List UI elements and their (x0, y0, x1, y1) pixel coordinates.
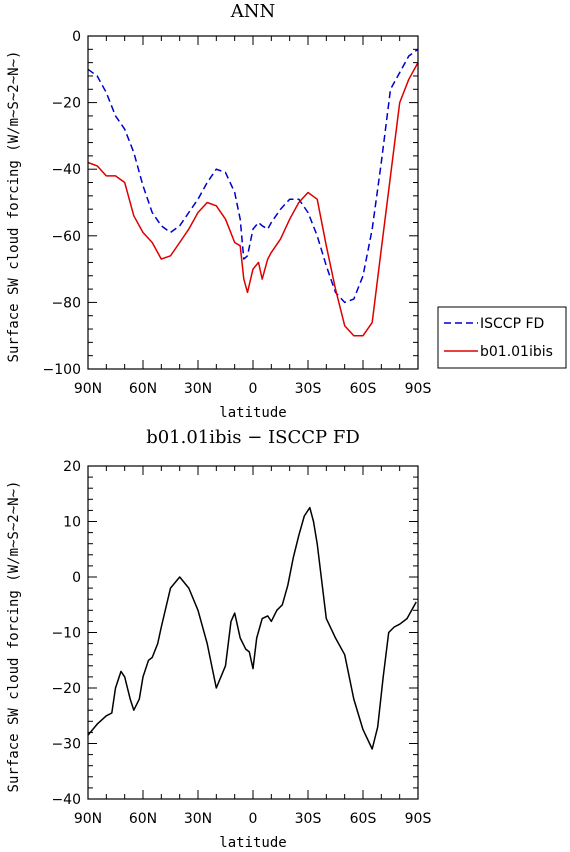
axes-ticks (87, 465, 419, 800)
y-axis-label: Surface SW cloud forcing (W/m~S~2~N~) (6, 51, 22, 363)
x-tick-label: 30N (184, 381, 212, 397)
series-line (87, 48, 419, 304)
y-tick-label: −30 (51, 737, 81, 753)
y-tick-label: 10 (63, 515, 81, 531)
y-tick-label: −20 (51, 96, 81, 112)
y-tick-labels: 20 10 0 −10 −20 −30 −40 (51, 459, 81, 808)
y-tick-label: 0 (72, 29, 81, 45)
chart-title: b01.01ibis − ISCCP FD (146, 427, 360, 448)
panel-difference: b01.01ibis − ISCCP FD 20100−10−20−30−40 … (6, 427, 431, 851)
series-group (87, 48, 419, 337)
x-tick-labels: 90N 60N 30N 0 30S 60S 90S (74, 381, 432, 397)
y-tick-label: −40 (51, 162, 81, 178)
y-axis-label: Surface SW cloud forcing (W/m~S~2~N~) (6, 481, 22, 793)
legend-box (437, 306, 567, 369)
x-tick-label: 30N (184, 811, 212, 827)
series-line (87, 506, 417, 750)
x-tick-label: 30S (295, 381, 322, 397)
chart-title: ANN (230, 1, 276, 22)
x-tick-label: 90N (74, 811, 102, 827)
series-group (87, 506, 417, 750)
y-tick-label: −10 (51, 626, 81, 642)
legend: ISCCP FD b01.01ibis (437, 306, 567, 369)
x-tick-label: 0 (249, 811, 258, 827)
x-tick-label: 60S (350, 811, 377, 827)
panel-annual: ANN 0−20−40−60−80−100 90N 60N 30N 0 30S 60S 90… (6, 1, 567, 421)
x-tick-label: 0 (249, 381, 258, 397)
legend-label: ISCCP FD (480, 316, 544, 332)
y-tick-label: 0 (72, 570, 81, 586)
y-tick-label: −40 (51, 792, 81, 808)
x-tick-label: 90S (405, 381, 432, 397)
x-tick-labels: 90N 60N 30N 0 30S 60S 90S (74, 811, 432, 827)
axes-ticks (87, 35, 419, 370)
y-tick-label: −20 (51, 681, 81, 697)
legend-label: b01.01ibis (480, 344, 553, 360)
y-tick-label: −80 (51, 295, 81, 311)
x-tick-label: 60S (350, 381, 377, 397)
x-axis-label: latitude (219, 835, 286, 851)
x-tick-label: 60N (129, 381, 157, 397)
x-tick-label: 60N (129, 811, 157, 827)
y-tick-label: 20 (63, 459, 81, 475)
y-tick-labels: 0 −20 −40 −60 −80 −100 (43, 29, 81, 378)
y-tick-label: −60 (51, 229, 81, 245)
x-tick-label: 30S (295, 811, 322, 827)
x-tick-label: 90S (405, 811, 432, 827)
series-line (87, 62, 419, 337)
x-axis-label: latitude (219, 405, 286, 421)
x-tick-label: 90N (74, 381, 102, 397)
y-tick-label: −100 (43, 362, 81, 378)
plot-frame (87, 35, 419, 370)
plot-frame (87, 465, 419, 800)
